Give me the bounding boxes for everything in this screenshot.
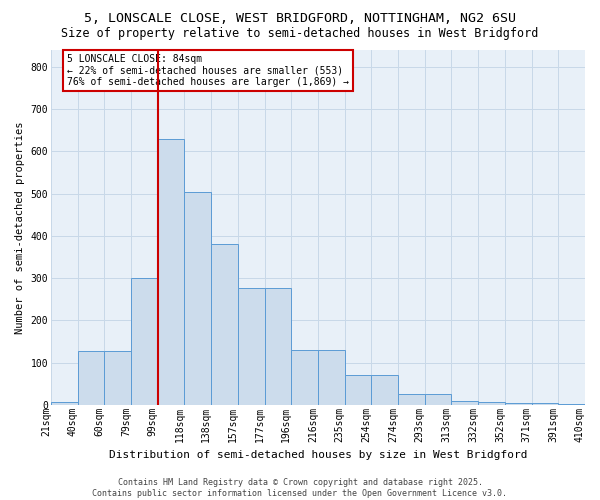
Bar <box>211 244 238 405</box>
Bar <box>104 351 131 405</box>
Bar <box>131 278 158 405</box>
Bar <box>344 376 371 405</box>
Text: 5 LONSCALE CLOSE: 84sqm
← 22% of semi-detached houses are smaller (553)
76% of s: 5 LONSCALE CLOSE: 84sqm ← 22% of semi-de… <box>67 54 349 88</box>
Bar <box>425 394 451 405</box>
Bar <box>238 288 265 405</box>
Bar <box>318 350 344 405</box>
Bar <box>291 350 318 405</box>
Bar <box>398 394 425 405</box>
Bar <box>371 376 398 405</box>
Bar <box>51 402 77 405</box>
X-axis label: Distribution of semi-detached houses by size in West Bridgford: Distribution of semi-detached houses by … <box>109 450 527 460</box>
Bar <box>184 192 211 405</box>
Text: Size of property relative to semi-detached houses in West Bridgford: Size of property relative to semi-detach… <box>61 28 539 40</box>
Bar <box>77 351 104 405</box>
Bar <box>265 288 291 405</box>
Bar <box>478 402 505 405</box>
Bar <box>558 404 585 405</box>
Text: Contains HM Land Registry data © Crown copyright and database right 2025.
Contai: Contains HM Land Registry data © Crown c… <box>92 478 508 498</box>
Y-axis label: Number of semi-detached properties: Number of semi-detached properties <box>15 122 25 334</box>
Bar <box>158 139 184 405</box>
Bar <box>532 404 558 405</box>
Text: 5, LONSCALE CLOSE, WEST BRIDGFORD, NOTTINGHAM, NG2 6SU: 5, LONSCALE CLOSE, WEST BRIDGFORD, NOTTI… <box>84 12 516 26</box>
Bar <box>505 403 532 405</box>
Bar <box>451 401 478 405</box>
